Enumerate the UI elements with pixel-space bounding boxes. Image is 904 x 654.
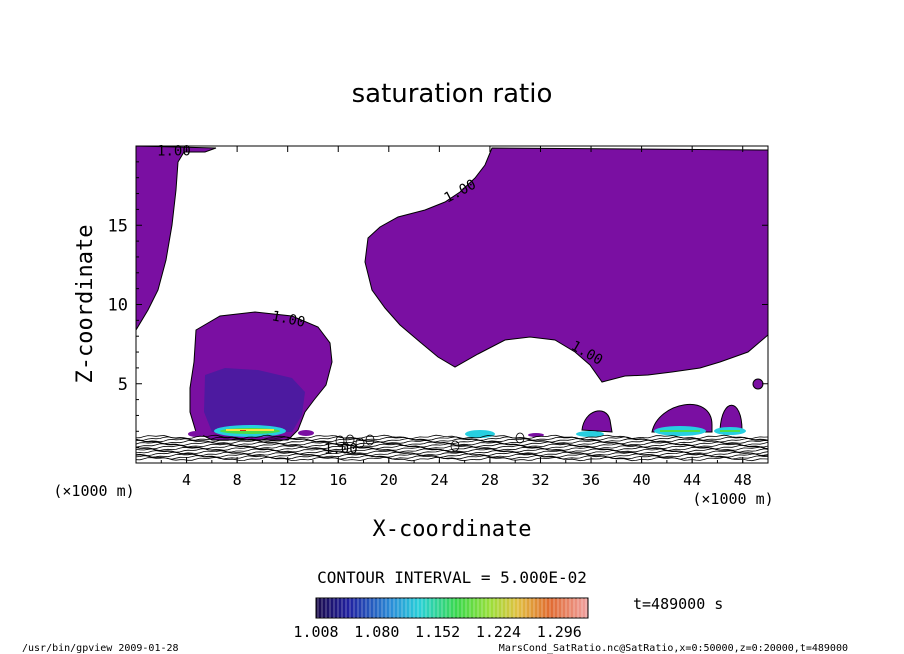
region-small-cell-47 bbox=[719, 404, 743, 431]
footer-left: /usr/bin/gpview 2009-01-28 bbox=[22, 643, 179, 654]
surface-contour-line bbox=[136, 436, 768, 441]
colorbar-tick-label: 1.152 bbox=[415, 623, 460, 641]
colorbar-tick-label: 1.296 bbox=[537, 623, 582, 641]
region-small-cell-36 bbox=[581, 410, 613, 433]
region-tiny-right bbox=[752, 378, 764, 390]
surface-contour-line bbox=[136, 439, 768, 445]
colorbar-tick-label: 1.080 bbox=[354, 623, 399, 641]
colorbar-tick-label: 1.008 bbox=[293, 623, 338, 641]
contour-label: 1.00 bbox=[157, 144, 191, 160]
surface-contour-line bbox=[136, 434, 768, 440]
x-tick-label: 12 bbox=[279, 471, 297, 489]
x-axis-label: X-coordinate bbox=[373, 517, 532, 542]
surface-contour-lines bbox=[136, 432, 768, 462]
y-axis-ticks: 5 10 15 bbox=[108, 161, 768, 448]
colorbar-tick-label: 1.224 bbox=[476, 623, 521, 641]
x-tick-label: 8 bbox=[233, 471, 242, 489]
x-tick-label: 48 bbox=[734, 471, 752, 489]
y-tick-label: 15 bbox=[108, 216, 128, 236]
colorbar bbox=[315, 597, 589, 619]
x-unit-right: (×1000 m) bbox=[692, 490, 773, 508]
surface-contour-line bbox=[136, 456, 768, 462]
colorbar-ticks: 1.008 1.080 1.152 1.224 1.296 bbox=[293, 623, 581, 641]
x-tick-label: 40 bbox=[633, 471, 651, 489]
colorbar-stripes bbox=[317, 598, 587, 618]
x-tick-label: 16 bbox=[329, 471, 347, 489]
region-upper-right-plume bbox=[364, 147, 768, 383]
surface-contour-line bbox=[136, 453, 768, 458]
surface-contour-line bbox=[136, 446, 768, 452]
small-contour-loop bbox=[335, 435, 345, 447]
small-contour-loop bbox=[345, 434, 355, 446]
x-axis-ticks: 4 8 12 16 20 24 28 32 36 40 44 48 bbox=[160, 146, 752, 489]
region-left-cloud-core bbox=[204, 368, 305, 432]
x-unit-left: (×1000 m) bbox=[53, 482, 134, 500]
small-contour-loop bbox=[450, 440, 460, 452]
x-tick-label: 44 bbox=[683, 471, 701, 489]
surface-contour-line bbox=[136, 449, 768, 455]
x-tick-label: 4 bbox=[182, 471, 191, 489]
small-contour-loop bbox=[365, 434, 375, 446]
time-label: t=489000 s bbox=[633, 595, 723, 613]
x-tick-label: 24 bbox=[430, 471, 448, 489]
y-tick-label: 5 bbox=[118, 375, 128, 395]
y-tick-label: 10 bbox=[108, 296, 128, 316]
plot-area bbox=[136, 146, 768, 462]
region-left-upper-column bbox=[136, 146, 217, 331]
x-tick-label: 20 bbox=[380, 471, 398, 489]
x-tick-label: 28 bbox=[481, 471, 499, 489]
region-small-cell-44 bbox=[651, 403, 713, 433]
small-contour-loop bbox=[515, 432, 525, 444]
y-axis-label: Z-coordinate bbox=[73, 225, 98, 384]
chart-title: saturation ratio bbox=[352, 79, 553, 109]
small-contour-loop bbox=[355, 437, 365, 449]
x-tick-label: 36 bbox=[582, 471, 600, 489]
contour-label: 1.00 bbox=[324, 441, 358, 457]
footer-right: MarsCond_SatRatio.nc@SatRatio,x=0:50000,… bbox=[499, 643, 848, 654]
surface-cells bbox=[188, 425, 746, 438]
x-tick-label: 32 bbox=[531, 471, 549, 489]
surface-contour-line bbox=[136, 441, 768, 446]
contour-interval-label: CONTOUR INTERVAL = 5.000E-02 bbox=[317, 568, 587, 587]
contour-label: 1.00 bbox=[270, 308, 306, 331]
surface-contour-line bbox=[136, 444, 768, 450]
